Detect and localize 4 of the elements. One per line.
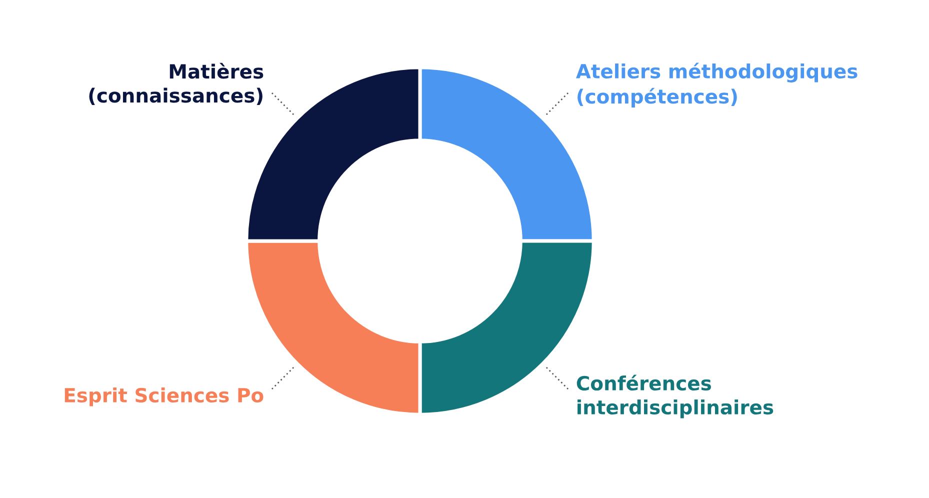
slice-label: Matières (connaissances) bbox=[89, 62, 264, 106]
slice-label: Esprit Sciences Po bbox=[64, 387, 264, 406]
slice-label: Ateliers méthodologiques (compétences) bbox=[576, 62, 858, 108]
slice-label: Conférences interdisciplinaires bbox=[576, 374, 774, 418]
